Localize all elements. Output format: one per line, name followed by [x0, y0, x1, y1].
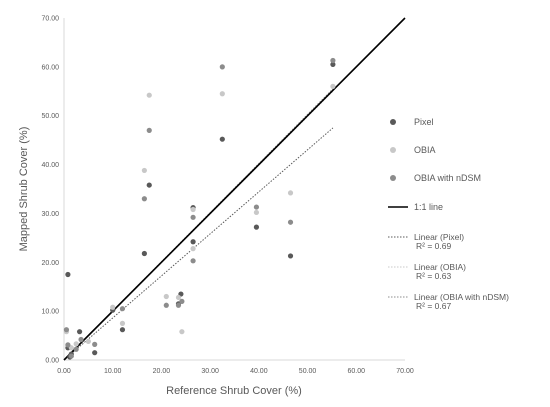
- data-point: [146, 182, 152, 188]
- x-tick-label: 20.00: [153, 368, 171, 375]
- x-tick-label: 30.00: [201, 368, 219, 375]
- legend-r2-pixel: R² = 0.69: [416, 241, 451, 251]
- data-point: [119, 327, 126, 333]
- data-point: [110, 304, 116, 310]
- data-point: [219, 91, 225, 97]
- y-tick-label: 20.00: [41, 260, 59, 267]
- data-points: [63, 57, 336, 360]
- x-tick-label: 70.00: [396, 368, 414, 375]
- data-point: [219, 64, 225, 70]
- data-point: [141, 167, 147, 174]
- data-point: [63, 327, 70, 333]
- reference-line-layer: [63, 17, 406, 361]
- data-point: [119, 306, 126, 312]
- data-point: [78, 336, 84, 343]
- legend-label-1to1: 1:1 line: [414, 202, 443, 212]
- legend-label-trend-pixel: Linear (Pixel): [414, 232, 464, 242]
- data-point: [163, 302, 169, 308]
- data-point: [253, 204, 260, 210]
- data-point: [73, 346, 79, 352]
- legend-marker-pixel: [390, 119, 396, 125]
- x-tick-label: 60.00: [348, 368, 366, 375]
- data-point: [190, 239, 196, 245]
- legend-label-pixel: Pixel: [414, 117, 434, 127]
- data-point: [179, 329, 185, 335]
- x-tick-label: 40.00: [250, 368, 268, 375]
- legend-label-trend-obia: Linear (OBIA): [414, 262, 466, 272]
- data-point: [253, 209, 260, 216]
- legend-marker-obia: [390, 147, 396, 153]
- legend-r2-obia: R² = 0.63: [416, 271, 451, 281]
- data-point: [68, 345, 74, 351]
- data-point: [190, 214, 196, 220]
- data-point: [76, 329, 83, 335]
- data-point: [73, 341, 79, 347]
- data-point: [85, 338, 91, 345]
- x-axis-title: Reference Shrub Cover (%): [166, 385, 302, 397]
- data-point: [330, 61, 336, 68]
- data-point: [92, 341, 98, 347]
- data-point: [253, 224, 260, 230]
- data-point: [146, 127, 152, 133]
- legend-label-obia: OBIA: [414, 145, 436, 155]
- data-point: [65, 342, 71, 348]
- data-point: [65, 271, 71, 278]
- data-point: [141, 250, 147, 257]
- y-tick-label: 60.00: [41, 64, 59, 71]
- y-tick-label: 30.00: [41, 211, 59, 218]
- data-point: [175, 294, 182, 301]
- axes: [63, 18, 405, 361]
- data-point: [330, 57, 336, 64]
- legend: Pixel OBIA OBIA with nDSM 1:1 line Linea…: [388, 117, 509, 311]
- y-tick-label: 0.00: [45, 358, 59, 365]
- data-point: [68, 353, 74, 359]
- trendline: [63, 127, 334, 361]
- data-point: [287, 219, 294, 225]
- y-tick-label: 50.00: [41, 113, 59, 120]
- y-tick-labels: 0.00 10.00 20.00 30.00 40.00 50.00 60.00 70.00: [41, 16, 59, 365]
- legend-r2-obia-ndsm: R² = 0.67: [416, 301, 451, 311]
- data-point: [287, 190, 294, 196]
- y-tick-label: 70.00: [41, 16, 59, 23]
- reference-line-1to1: [63, 17, 406, 361]
- data-point: [219, 136, 225, 142]
- x-tick-label: 10.00: [104, 368, 122, 375]
- data-point: [190, 206, 196, 213]
- data-point: [163, 293, 169, 300]
- data-point: [92, 350, 98, 356]
- data-point: [146, 92, 152, 98]
- data-point: [179, 298, 185, 304]
- data-point: [141, 196, 147, 202]
- data-point: [119, 320, 126, 326]
- data-point: [287, 253, 294, 259]
- legend-label-obia-ndsm: OBIA with nDSM: [414, 173, 481, 183]
- data-point: [190, 258, 196, 264]
- legend-label-trend-obia-ndsm: Linear (OBIA with nDSM): [414, 292, 509, 302]
- y-axis-title: Mapped Shrub Cover (%): [18, 127, 30, 252]
- data-point: [175, 302, 182, 308]
- y-tick-label: 10.00: [41, 309, 59, 316]
- y-tick-label: 40.00: [41, 162, 59, 169]
- legend-marker-obia-ndsm: [390, 175, 396, 181]
- x-tick-labels: 0.00 10.00 20.00 30.00 40.00 50.00 60.00 70.00: [57, 368, 414, 375]
- x-tick-label: 50.00: [299, 368, 317, 375]
- data-point: [190, 246, 196, 252]
- data-point: [330, 83, 336, 89]
- x-tick-label: 0.00: [57, 368, 71, 375]
